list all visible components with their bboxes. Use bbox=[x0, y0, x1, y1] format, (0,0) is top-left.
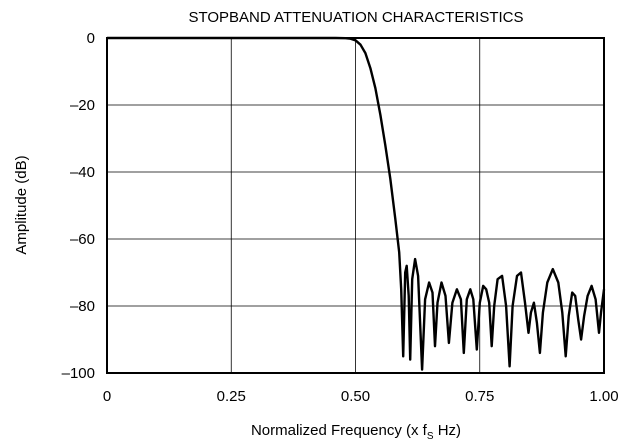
x-tick-label-3: 0.75 bbox=[465, 388, 494, 405]
y-tick-label-4: –80 bbox=[70, 298, 95, 315]
plot-area bbox=[107, 36, 606, 371]
x-axis-label-subscript: S bbox=[427, 431, 434, 442]
x-axis-ticks: 0 0.25 0.50 0.75 1.00 bbox=[103, 388, 619, 405]
x-tick-label-0: 0 bbox=[103, 388, 111, 405]
y-axis-ticks: 0 –20 –40 –60 –80 –100 bbox=[62, 30, 95, 382]
chart-title: STOPBAND ATTENUATION CHARACTERISTICS bbox=[188, 9, 523, 26]
x-axis-label: Normalized Frequency (x fS Hz) bbox=[251, 422, 461, 442]
series-line-0 bbox=[107, 36, 606, 371]
y-axis-label: Amplitude (dB) bbox=[13, 155, 30, 254]
x-tick-label-4: 1.00 bbox=[589, 388, 618, 405]
y-tick-label-2: –40 bbox=[70, 164, 95, 181]
y-tick-label-5: –100 bbox=[62, 365, 95, 382]
x-axis-label-main: Normalized Frequency (x f bbox=[251, 422, 428, 439]
x-axis-label-unit: Hz) bbox=[434, 422, 462, 439]
plot-frame bbox=[106, 37, 605, 374]
y-tick-label-1: –20 bbox=[70, 97, 95, 114]
y-tick-label-3: –60 bbox=[70, 231, 95, 248]
y-tick-label-0: 0 bbox=[87, 30, 95, 47]
x-tick-label-1: 0.25 bbox=[217, 388, 246, 405]
x-tick-label-2: 0.50 bbox=[341, 388, 370, 405]
